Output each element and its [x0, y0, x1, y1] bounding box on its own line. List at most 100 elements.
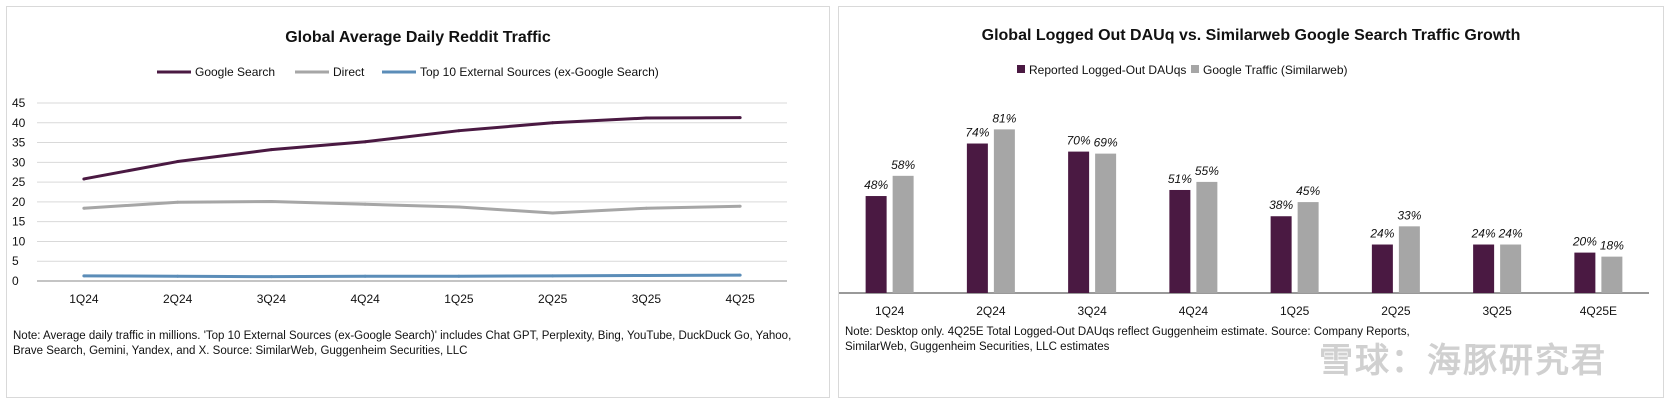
data-point: [644, 116, 648, 120]
legend-label-2: Top 10 External Sources (ex-Google Searc…: [420, 65, 659, 79]
data-point: [738, 204, 742, 208]
data-label: 69%: [1094, 136, 1118, 150]
data-point: [457, 129, 461, 133]
data-point: [738, 116, 742, 120]
data-point: [551, 211, 555, 215]
data-point: [363, 274, 367, 278]
bar: [966, 143, 988, 293]
bar: [1601, 256, 1623, 293]
bar: [1398, 226, 1420, 293]
data-point: [269, 148, 273, 152]
data-point: [457, 205, 461, 209]
data-label: 45%: [1296, 184, 1320, 198]
legend-label-1: Google Traffic (Similarweb): [1203, 63, 1348, 77]
x-tick-label: 3Q24: [1077, 304, 1107, 318]
y-tick-label: 15: [12, 215, 26, 229]
right-chart-title: Global Logged Out DAUq vs. Similarweb Go…: [981, 27, 1521, 44]
x-tick-label: 1Q24: [875, 304, 905, 318]
data-point: [176, 200, 180, 204]
x-tick-label: 3Q24: [257, 292, 287, 306]
data-label: 33%: [1397, 208, 1421, 222]
right-chart-note: Note: Desktop only. 4Q25E Total Logged-O…: [845, 326, 1410, 353]
bar: [1473, 244, 1495, 293]
data-point: [551, 121, 555, 125]
legend-label-1: Direct: [333, 65, 365, 79]
data-label: 38%: [1269, 198, 1293, 212]
data-point: [269, 199, 273, 203]
bar: [1574, 252, 1596, 293]
data-point: [551, 274, 555, 278]
data-label: 24%: [1471, 227, 1496, 241]
bar: [1270, 216, 1292, 293]
bar: [865, 196, 887, 293]
bar: [1196, 181, 1218, 293]
x-tick-label: 2Q24: [976, 304, 1006, 318]
x-tick-label: 3Q25: [1482, 304, 1512, 318]
data-point: [363, 202, 367, 206]
data-label: 51%: [1168, 172, 1192, 186]
data-point: [457, 274, 461, 278]
y-tick-label: 5: [12, 254, 19, 268]
bar: [1297, 202, 1319, 293]
line-chart-svg: Google Search Direct Top 10 External Sourc…: [12, 65, 787, 306]
bar-chart-svg: Reported Logged-Out DAUqs Google Traffic …: [839, 63, 1649, 318]
legend-swatch-1: [1191, 65, 1199, 73]
y-tick-label: 40: [12, 116, 26, 130]
data-label: 18%: [1600, 239, 1624, 253]
series-line-0: [83, 116, 741, 181]
x-tick-label: 2Q25: [538, 292, 568, 306]
watermark: 雪球：海豚研究君: [1319, 342, 1607, 380]
data-label: 24%: [1498, 227, 1523, 241]
data-label: 20%: [1572, 235, 1597, 249]
data-point: [176, 160, 180, 164]
y-tick-label: 10: [12, 234, 26, 248]
x-tick-label: 4Q25E: [1580, 304, 1617, 318]
y-tick-label: 25: [12, 175, 26, 189]
x-tick-label: 1Q24: [69, 292, 99, 306]
y-tick-label: 0: [12, 274, 19, 288]
reddit-traffic-chart-panel: Global Average Daily Reddit Traffic Goog…: [6, 6, 830, 398]
data-point: [644, 273, 648, 277]
data-point: [738, 273, 742, 277]
x-tick-label: 2Q24: [163, 292, 193, 306]
y-tick-label: 35: [12, 136, 26, 150]
y-tick-label: 45: [12, 96, 26, 110]
series-line-1: [83, 199, 741, 215]
data-point: [644, 206, 648, 210]
x-tick-label: 2Q25: [1381, 304, 1411, 318]
series-line-2: [83, 273, 741, 279]
data-label: 70%: [1067, 134, 1091, 148]
y-tick-label: 20: [12, 195, 26, 209]
legend-label-0: Google Search: [195, 65, 275, 79]
bar: [892, 175, 914, 293]
data-point: [82, 206, 86, 210]
left-chart-note: Note: Average daily traffic in millions.…: [13, 330, 792, 357]
bar: [1068, 151, 1090, 293]
data-point: [269, 275, 273, 279]
x-tick-label: 1Q25: [444, 292, 474, 306]
data-point: [82, 177, 86, 181]
x-tick-label: 4Q25: [725, 292, 755, 306]
data-label: 55%: [1195, 164, 1219, 178]
data-label: 24%: [1369, 227, 1394, 241]
dauq-growth-chart-panel: Global Logged Out DAUq vs. Similarweb Go…: [838, 6, 1664, 398]
y-tick-label: 30: [12, 155, 26, 169]
data-label: 81%: [992, 111, 1016, 125]
data-point: [363, 140, 367, 144]
data-label: 58%: [891, 158, 915, 172]
data-point: [82, 274, 86, 278]
bar: [1095, 153, 1117, 293]
x-tick-label: 1Q25: [1280, 304, 1310, 318]
data-point: [176, 274, 180, 278]
bar: [1500, 244, 1522, 293]
x-tick-label: 4Q24: [350, 292, 380, 306]
x-tick-label: 3Q25: [632, 292, 662, 306]
x-tick-label: 4Q24: [1179, 304, 1209, 318]
legend-swatch-0: [1017, 65, 1025, 73]
left-chart-title: Global Average Daily Reddit Traffic: [285, 29, 551, 46]
bar: [1169, 189, 1191, 293]
data-label: 74%: [965, 126, 989, 140]
bar: [993, 129, 1015, 293]
bar: [1371, 244, 1393, 293]
legend-label-0: Reported Logged-Out DAUqs: [1029, 63, 1186, 77]
